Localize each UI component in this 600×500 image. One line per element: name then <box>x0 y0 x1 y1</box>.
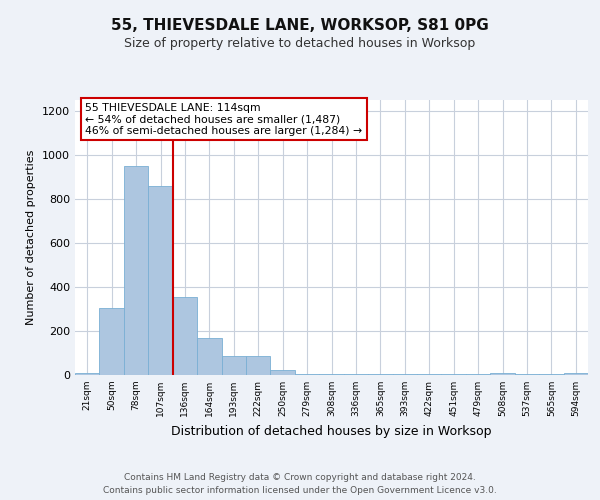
Bar <box>271 370 295 375</box>
Bar <box>75 373 100 375</box>
Bar <box>246 356 271 375</box>
Bar <box>442 374 466 375</box>
Bar <box>197 338 221 375</box>
Bar <box>392 374 417 375</box>
Text: 55, THIEVESDALE LANE, WORKSOP, S81 0PG: 55, THIEVESDALE LANE, WORKSOP, S81 0PG <box>111 18 489 32</box>
Bar <box>368 374 392 375</box>
Bar <box>148 186 173 375</box>
Text: Contains HM Land Registry data © Crown copyright and database right 2024.: Contains HM Land Registry data © Crown c… <box>124 472 476 482</box>
Text: Size of property relative to detached houses in Worksop: Size of property relative to detached ho… <box>124 38 476 51</box>
Bar <box>539 374 563 375</box>
Bar <box>515 374 539 375</box>
Text: 55 THIEVESDALE LANE: 114sqm
← 54% of detached houses are smaller (1,487)
46% of : 55 THIEVESDALE LANE: 114sqm ← 54% of det… <box>85 103 362 136</box>
Bar <box>490 373 515 375</box>
Bar <box>124 166 148 375</box>
Text: Contains public sector information licensed under the Open Government Licence v3: Contains public sector information licen… <box>103 486 497 495</box>
X-axis label: Distribution of detached houses by size in Worksop: Distribution of detached houses by size … <box>171 424 492 438</box>
Bar <box>344 374 368 375</box>
Bar <box>319 374 344 375</box>
Bar <box>100 308 124 375</box>
Bar <box>563 373 588 375</box>
Bar <box>295 374 319 375</box>
Bar <box>173 297 197 375</box>
Bar <box>221 356 246 375</box>
Bar <box>466 374 490 375</box>
Bar <box>417 374 442 375</box>
Y-axis label: Number of detached properties: Number of detached properties <box>26 150 37 325</box>
